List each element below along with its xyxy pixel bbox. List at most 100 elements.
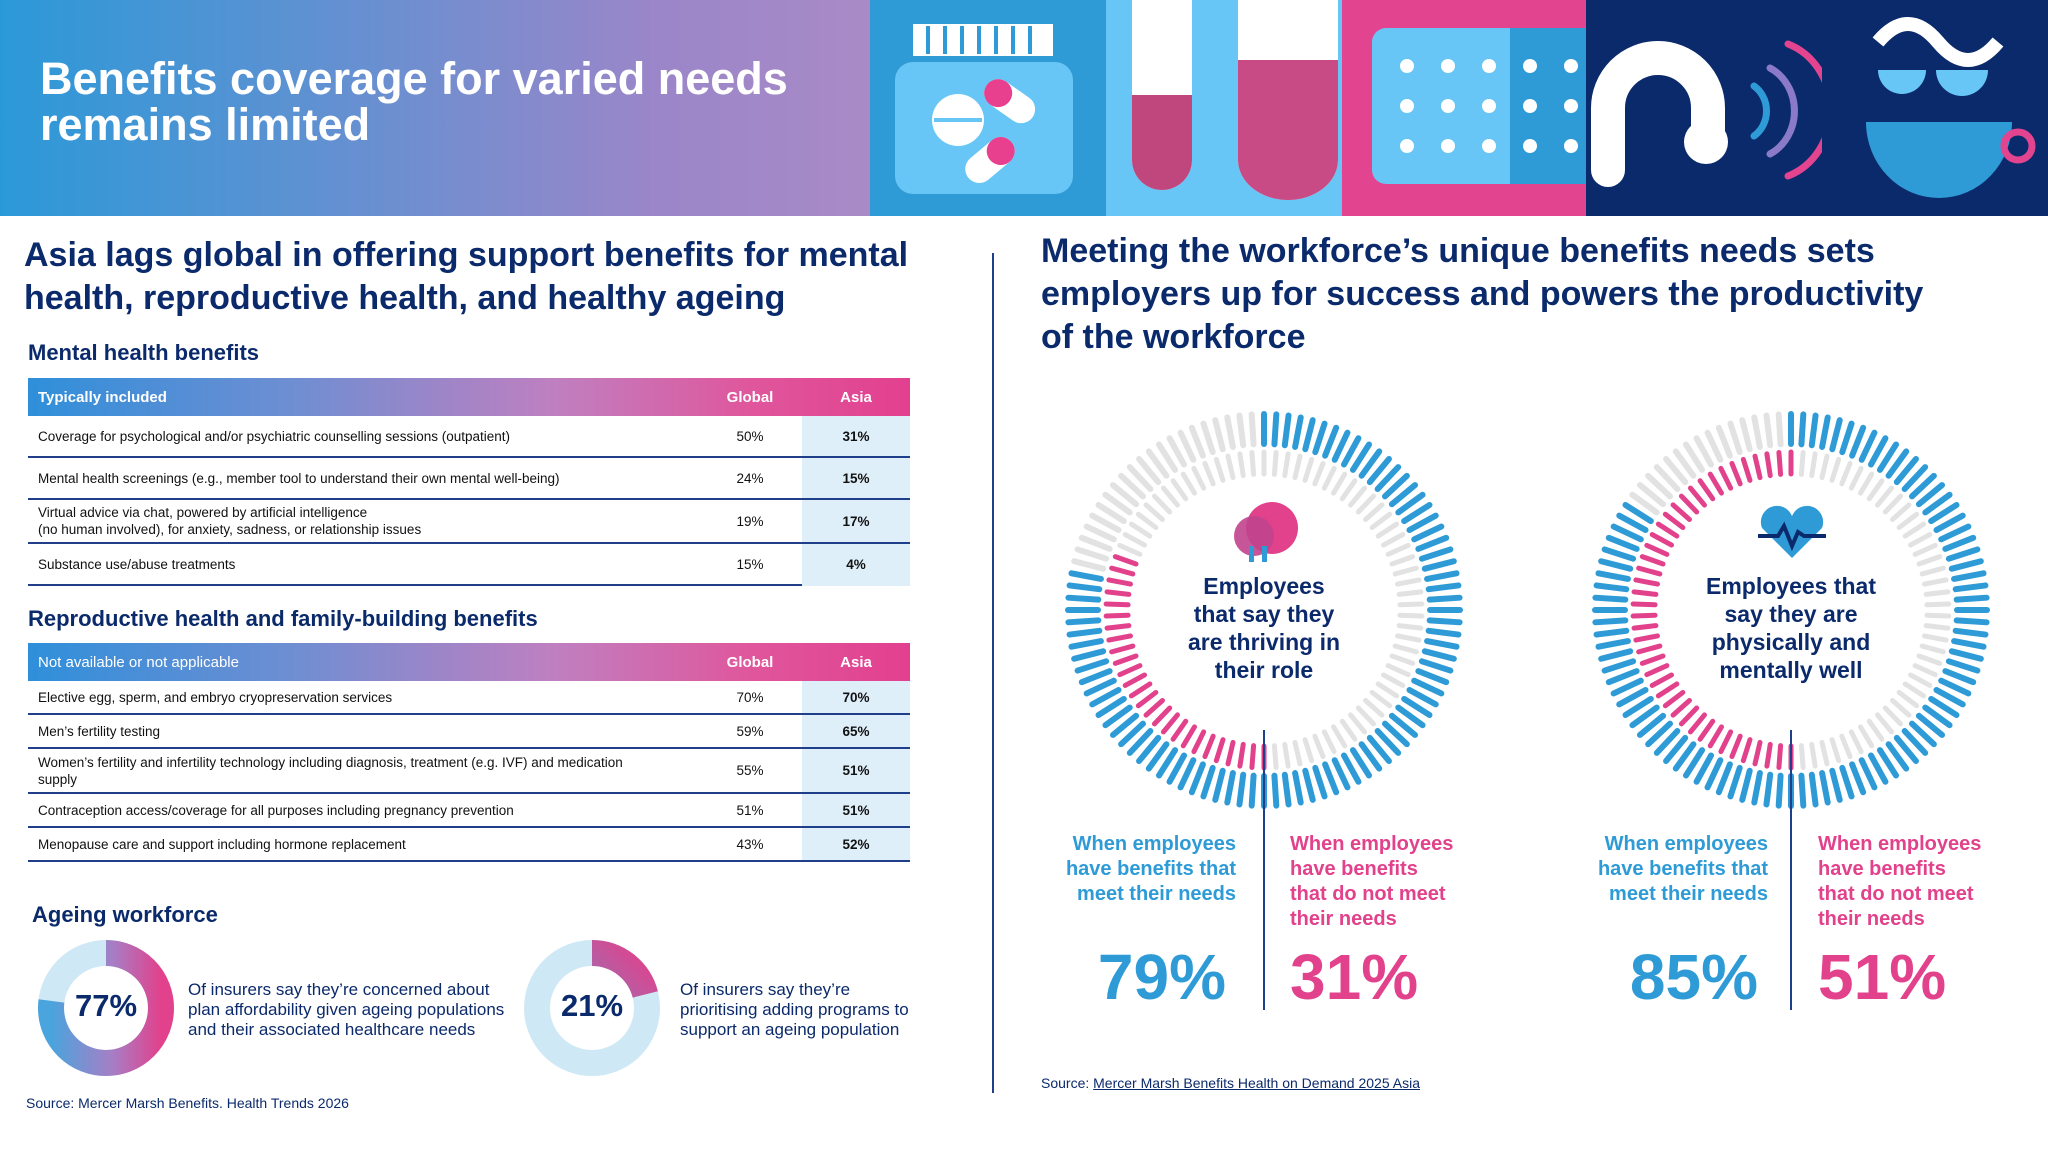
meet-tick [1948,558,1984,572]
not-meet-tick [1249,449,1257,477]
donut-slice [524,940,660,1076]
not-meet-tick [1882,493,1904,515]
ageing-text-2: Of insurers say they’re prioritising add… [680,980,909,1040]
meet-tick [1102,704,1133,729]
meet-tick [1901,728,1929,756]
not-meet-tick [1912,542,1938,557]
not-meet-tick [1639,653,1666,666]
label-line: their role [1214,657,1314,683]
meet-tick [1808,771,1819,808]
table-row: Men’s fertility testing 59% 65% [28,714,910,749]
global-value: 59% [698,714,802,749]
meet-tick [1083,677,1117,697]
meet-tick [1421,648,1457,662]
meet-tick [1763,771,1774,808]
label-line: that say they [1193,601,1335,627]
meet-tick [1867,435,1889,468]
meet-tick [1867,752,1889,785]
meet-tick [1349,747,1373,779]
meet-tick [1145,448,1170,479]
not-meet-value: 31% [1290,941,1419,1013]
not-meet-tick [1902,521,1927,539]
meet-tick [1751,770,1763,806]
table-row: Elective egg, sperm, and embryo cryopres… [28,681,910,715]
not-meet-tick [1875,485,1895,508]
not-meet-tick [1923,589,1951,597]
not-meet-tick [1109,643,1136,655]
global-value: 19% [698,499,802,544]
not-meet-tick [1151,705,1173,727]
not-meet-tick [1687,485,1707,508]
meet-tick [1645,472,1673,500]
not-meet-tick [1875,712,1895,735]
meet-tick [1849,424,1867,459]
thriving-ring [1064,410,1464,810]
not-meet-tick [1117,663,1143,678]
meet-tick [1951,638,1987,650]
label-line: have benefits that [1597,858,1768,880]
not-meet-tick [1848,729,1864,755]
not-meet-tick [1348,712,1368,735]
meet-tick [1155,747,1179,779]
not-meet-tick [1395,633,1422,643]
label-line: that do not meet [1290,883,1446,905]
asia-value: 17% [802,499,910,544]
ring-chart [1065,411,1463,809]
not-meet-tick [1857,471,1875,496]
meet-tick [1751,414,1763,450]
not-meet-tick [1282,451,1291,479]
tea-cup-icon [1822,0,2048,216]
meet-tick [1425,627,1462,638]
meet-tick [1281,412,1292,449]
not-meet-tick [1170,718,1189,742]
meet-tick [1322,761,1340,796]
table-header: Not available or not applicable Global A… [28,643,910,681]
meet-tick [1248,772,1257,809]
meet-tick [1928,695,1960,719]
meet-tick [1382,472,1410,500]
not-meet-tick [1636,643,1663,655]
table-row: Substance use/abuse treatments 15% 4% [28,543,910,586]
not-meet-tick [1330,724,1348,749]
global-value: 70% [698,681,802,715]
meet-tick [1922,704,1953,729]
meet-label: When employees have benefits that meet t… [1568,832,1768,907]
not-meet-tick [1907,672,1933,688]
not-meet-tick [1151,493,1173,515]
meet-tick [1126,464,1154,492]
not-meet-tick [1752,739,1763,767]
meet-tick [1395,491,1426,516]
meet-tick [1102,491,1133,516]
meet-tick [1715,424,1733,459]
meet-tick [1605,534,1640,552]
not-meet-tick [1707,724,1725,749]
label-line: are thriving in [1187,629,1341,655]
meet-tick [1426,594,1463,603]
meet-tick [1089,686,1122,708]
meet-tick [1727,764,1743,800]
meet-tick [1118,720,1146,748]
not-meet-tick [1924,612,1952,619]
not-meet-tick [1180,724,1198,749]
meet-tick [1236,412,1247,449]
asia-value: 31% [802,416,910,458]
global-value: 50% [698,416,802,458]
source-link[interactable]: Mercer Marsh Benefits Health on Demand 2… [1093,1075,1420,1091]
wellbeing-ring [1591,410,1991,810]
not-meet-tick [1369,689,1393,709]
meet-tick [1366,455,1392,486]
not-meet-tick [1271,449,1279,477]
meet-tick [1953,594,1990,603]
meet-tick [1893,734,1919,765]
not-meet-tick [1630,612,1658,619]
label-line: have benefits [1290,858,1418,880]
not-meet-tick [1697,478,1716,502]
meet-tick [1155,441,1179,473]
heartbeat-icon [1758,505,1826,558]
not-meet-tick [1160,712,1180,735]
meet-tick [1212,767,1226,803]
not-meet-tick [1363,697,1385,718]
meet-tick [1629,491,1660,516]
meet-tick [1682,441,1706,473]
ageing-text-1: Of insurers say they’re concerned about … [188,980,504,1040]
